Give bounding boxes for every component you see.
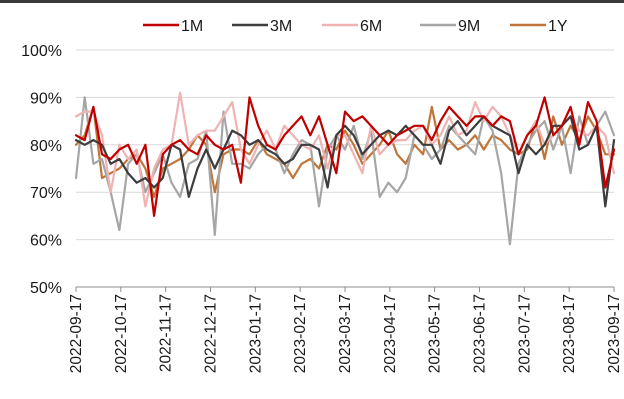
legend-label-9m: 9M [458, 18, 480, 35]
x-tick-label: 2023-08-17 [561, 294, 578, 373]
x-tick-label: 2022-10-17 [113, 294, 130, 373]
legend: 1M 3M 6M 9M 1Y [143, 18, 568, 35]
x-tick-label: 2023-09-17 [606, 294, 623, 373]
x-tick-label: 2023-01-17 [247, 294, 264, 373]
y-tick-label: 60% [30, 233, 62, 250]
x-tick-label: 2022-11-17 [158, 294, 175, 372]
series-line-3m [74, 115, 616, 208]
grid-lines [76, 49, 614, 241]
x-axis-ticks: 2022-09-17 2022-10-17 2022-11-17 2022-12-17… [68, 287, 623, 373]
y-tick-label: 100% [21, 43, 62, 60]
y-tick-label: 70% [30, 185, 62, 202]
x-tick-label: 2023-02-17 [292, 294, 309, 373]
x-tick-label: 2022-09-17 [68, 294, 85, 373]
series-line-1m [74, 96, 616, 217]
top-border [0, 0, 624, 3]
legend-label-6m: 6M [360, 18, 382, 35]
x-tick-label: 2022-12-17 [203, 294, 220, 373]
series-lines [74, 91, 616, 246]
x-tick-label: 2023-06-17 [472, 294, 489, 373]
legend-label-1m: 1M [181, 18, 203, 35]
legend-label-1y: 1Y [548, 18, 568, 35]
y-tick-label: 90% [30, 90, 62, 107]
x-tick-label: 2023-05-17 [427, 294, 444, 373]
y-axis-ticks: 50% 60% 70% 80% 90% 100% [21, 43, 62, 297]
y-tick-label: 50% [30, 280, 62, 297]
x-tick-label: 2023-04-17 [382, 294, 399, 373]
y-tick-label: 80% [30, 138, 62, 155]
x-tick-label: 2023-03-17 [337, 294, 354, 373]
x-tick-label: 2023-07-17 [516, 294, 533, 373]
legend-label-3m: 3M [270, 18, 292, 35]
